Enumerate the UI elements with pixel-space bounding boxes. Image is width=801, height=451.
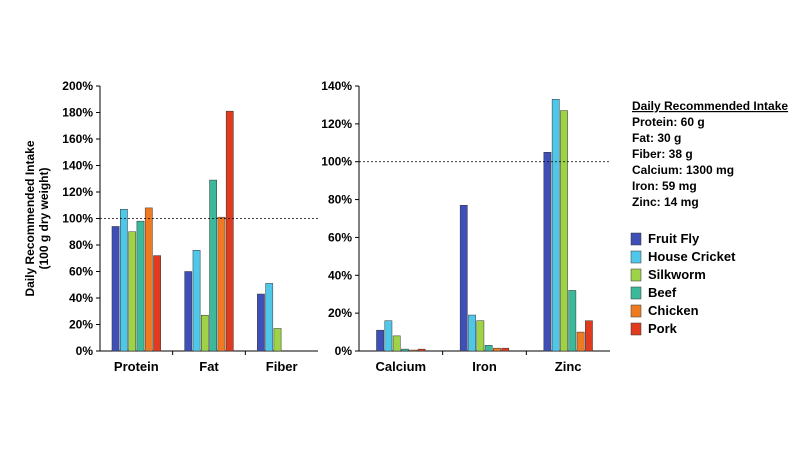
intake-note-line: Calcium: 1300 mg <box>632 163 734 177</box>
bar <box>409 349 418 352</box>
legend-label: House Cricket <box>648 249 736 264</box>
bar <box>217 216 226 352</box>
y-tick-label: 100% <box>62 212 93 226</box>
bar <box>543 152 552 352</box>
y-tick-label: 40% <box>69 291 93 305</box>
bar <box>551 99 560 352</box>
bar <box>376 329 384 352</box>
legend-label: Silkworm <box>648 267 706 282</box>
y-tick-label: 0% <box>76 344 94 358</box>
left-chart: 0% 20% 40% 60% 80% 100% 120% 140% 160% 180% 200% Pr… <box>23 79 318 374</box>
bar <box>128 231 137 352</box>
bar <box>225 110 234 352</box>
bar <box>209 179 218 352</box>
legend-swatch <box>630 304 642 318</box>
x-tick-label: Fiber <box>266 359 298 374</box>
bar <box>257 293 265 352</box>
x-tick-label: Protein <box>114 359 159 374</box>
y-tick-label: 120% <box>321 117 352 131</box>
y-tick-label: 200% <box>62 79 93 93</box>
y-tick-label: 180% <box>62 106 93 120</box>
x-tick-label: Iron <box>472 359 497 374</box>
y-tick-label: 80% <box>69 238 93 252</box>
bar <box>417 348 426 352</box>
bar <box>384 320 393 352</box>
x-tick-label: Zinc <box>555 359 582 374</box>
y-tick-label: 20% <box>69 318 93 332</box>
intake-note-title: Daily Recommended Intake <box>632 99 788 113</box>
x-tick-label: Calcium <box>376 359 427 374</box>
intake-note-line: Zinc: 14 mg <box>632 195 699 209</box>
bar <box>468 314 476 352</box>
bar <box>120 208 128 352</box>
y-tick-label: 160% <box>62 132 93 146</box>
y-tick-label: 140% <box>62 159 93 173</box>
bar <box>136 220 145 352</box>
intake-note-line: Iron: 59 mg <box>632 179 697 193</box>
bar <box>111 226 120 352</box>
bar <box>560 110 568 352</box>
bar <box>459 205 468 352</box>
y-tick-label: 120% <box>62 185 93 199</box>
bar <box>501 347 510 352</box>
y-tick-label: 40% <box>328 268 352 282</box>
intake-note-line: Fat: 30 g <box>632 131 681 145</box>
bar <box>265 283 274 352</box>
intake-note-line: Fiber: 38 g <box>632 147 693 161</box>
bar <box>585 320 593 352</box>
bar <box>192 250 201 352</box>
y-tick-label: 80% <box>328 193 352 207</box>
bar <box>401 348 409 352</box>
legend-swatch <box>630 268 642 282</box>
legend-label: Chicken <box>648 303 699 318</box>
legend: Fruit Fly House Cricket Silkworm Beef Ch… <box>630 231 736 336</box>
bar <box>576 331 585 352</box>
legend-swatch <box>630 286 642 300</box>
intake-note: Daily Recommended Intake Protein: 60 g F… <box>632 99 788 209</box>
bar <box>153 255 161 352</box>
y-tick-label: 100% <box>321 155 352 169</box>
y-axis-title: Daily Recommended Intake <box>23 140 37 296</box>
intake-note-line: Protein: 60 g <box>632 115 705 129</box>
y-tick-label: 20% <box>328 306 352 320</box>
bar <box>144 207 153 352</box>
bar <box>184 271 193 352</box>
bar <box>484 345 493 352</box>
y-tick-label: 140% <box>321 79 352 93</box>
x-tick-label: Fat <box>199 359 219 374</box>
bar <box>201 314 209 352</box>
bar <box>273 328 282 352</box>
y-tick-label: 0% <box>335 344 353 358</box>
right-chart: 0% 20% 40% 60% 80% 100% 120% 140% Calcium Iron Zin… <box>321 79 610 374</box>
bar <box>493 347 501 352</box>
y-axis-subtitle: (100 g dry weight) <box>37 167 51 269</box>
legend-swatch <box>630 232 642 246</box>
bar <box>392 335 401 352</box>
legend-swatch <box>630 322 642 336</box>
legend-swatch <box>630 250 642 264</box>
bar <box>476 320 485 352</box>
legend-label: Pork <box>648 321 678 336</box>
legend-label: Beef <box>648 285 677 300</box>
bar <box>568 290 577 352</box>
y-tick-label: 60% <box>328 230 352 244</box>
legend-label: Fruit Fly <box>648 231 700 246</box>
y-tick-label: 60% <box>69 265 93 279</box>
